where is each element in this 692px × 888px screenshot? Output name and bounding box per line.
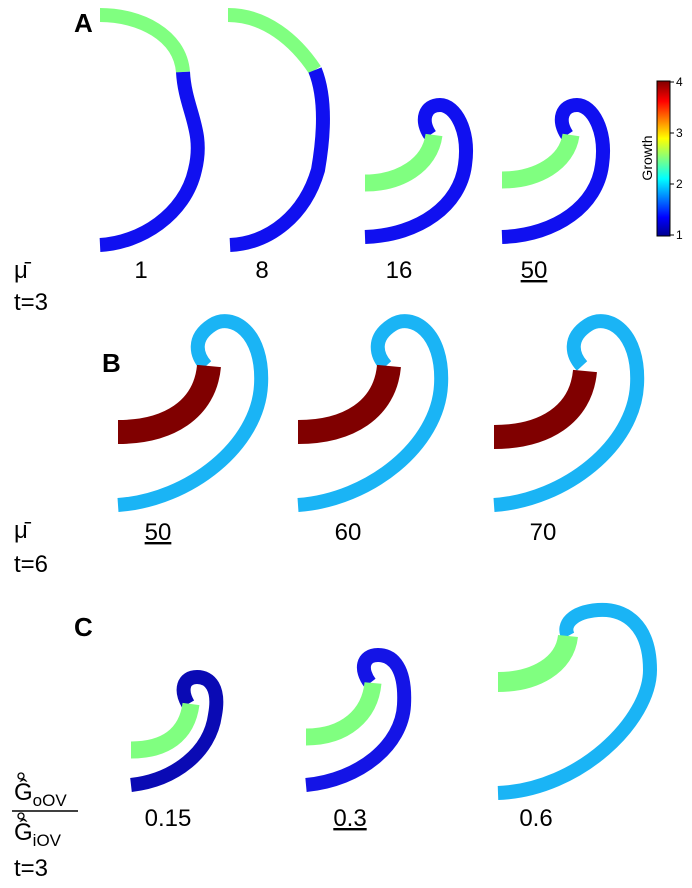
shape	[117, 314, 269, 512]
shape	[130, 669, 224, 792]
symbol: Ĝ	[14, 778, 33, 806]
numerator: ĜoOV	[14, 778, 67, 810]
subscript: oOV	[33, 791, 68, 810]
colorbar-tick-label: 4	[676, 75, 683, 89]
shape	[99, 8, 205, 252]
fraction-label: ĜoOV ĜiOV	[12, 772, 78, 850]
value-label: 0.15	[145, 805, 192, 832]
value-label: 0.3	[333, 805, 366, 832]
symbol: Ĝ	[14, 818, 33, 846]
parameter-label: μ̄	[14, 517, 32, 544]
colorbar-gradient	[656, 80, 671, 237]
ring-accent	[17, 772, 25, 780]
panel-label: B	[102, 348, 121, 378]
colorbar-tick-label: 1	[676, 228, 683, 242]
shape	[305, 647, 412, 792]
time-label: t=3	[14, 855, 48, 882]
value-label: 1	[134, 257, 147, 284]
value-label: 0.6	[519, 805, 552, 832]
colorbar-title: Growth	[639, 135, 655, 180]
parameter-label: μ̄	[14, 257, 32, 284]
colorbar-tick-label: 2	[676, 177, 683, 191]
time-label: t=3	[14, 289, 48, 316]
shape	[501, 97, 610, 244]
shape	[297, 314, 449, 512]
subscript: iOV	[33, 831, 62, 850]
value-label: 50	[145, 519, 172, 546]
value-label: 8	[255, 257, 268, 284]
shape	[493, 314, 645, 512]
shape	[227, 8, 330, 252]
shape	[364, 97, 473, 244]
ring-accent	[17, 812, 25, 820]
value-label: 70	[530, 519, 557, 546]
panel-label: A	[74, 8, 93, 38]
colorbar: Growth 1 2 3 4	[639, 75, 683, 242]
shape	[497, 602, 658, 800]
value-label: 16	[386, 257, 413, 284]
time-label: t=6	[14, 551, 48, 578]
colorbar-tick-label: 3	[676, 126, 683, 140]
panel-label: C	[74, 612, 93, 642]
value-label: 50	[521, 257, 548, 284]
value-label: 60	[335, 519, 362, 546]
denominator: ĜiOV	[14, 818, 62, 850]
